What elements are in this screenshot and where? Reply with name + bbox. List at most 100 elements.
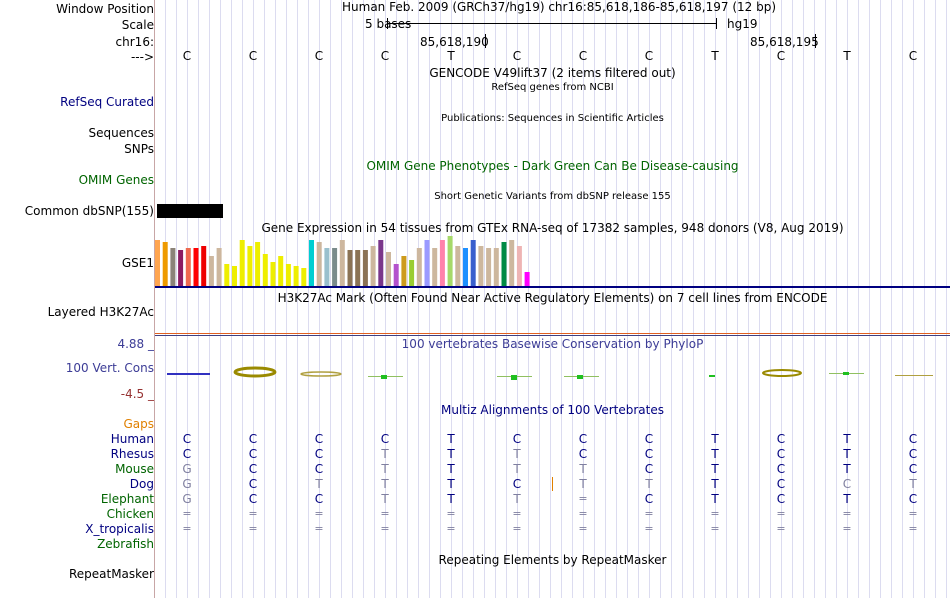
- gtex-tissue-bar[interactable]: [201, 246, 207, 286]
- gridline: [286, 0, 287, 598]
- gridline: [231, 0, 232, 598]
- species-label-human[interactable]: Human: [110, 432, 154, 446]
- gtex-tissue-bar[interactable]: [255, 242, 261, 286]
- gtex-title[interactable]: Gene Expression in 54 tissues from GTEx …: [261, 221, 844, 235]
- alignment-base: =: [710, 522, 720, 535]
- gtex-tissue-bar[interactable]: [524, 272, 530, 286]
- phylop-conservation-plot[interactable]: [155, 360, 950, 384]
- gtex-tissue-bar[interactable]: [401, 256, 407, 286]
- omim-title[interactable]: OMIM Gene Phenotypes - Dark Green Can Be…: [366, 159, 739, 173]
- gtex-tissue-bar[interactable]: [170, 248, 176, 286]
- gtex-tissue-bar[interactable]: [247, 246, 253, 286]
- label-cons[interactable]: 100 Vert. Cons: [65, 361, 154, 375]
- gtex-tissue-bar[interactable]: [393, 264, 399, 286]
- gtex-tissue-bar[interactable]: [278, 256, 284, 286]
- label-h3k27ac[interactable]: Layered H3K27Ac: [47, 305, 154, 319]
- gtex-tissue-bar[interactable]: [486, 248, 492, 286]
- label-strand[interactable]: --->: [130, 50, 154, 64]
- gtex-tissue-bar[interactable]: [347, 250, 353, 286]
- label-sequences[interactable]: Sequences: [88, 126, 154, 140]
- species-label-chicken[interactable]: Chicken: [106, 507, 154, 521]
- gtex-tissue-bar[interactable]: [455, 246, 461, 286]
- gtex-tissue-bar[interactable]: [324, 248, 330, 286]
- h3k27ac-title[interactable]: H3K27Ac Mark (Often Found Near Active Re…: [277, 291, 828, 305]
- gtex-tissue-bar[interactable]: [516, 246, 522, 286]
- species-label-zebrafish[interactable]: Zebrafish: [97, 537, 154, 551]
- gtex-tissue-bar[interactable]: [162, 242, 168, 286]
- gtex-tissue-bar[interactable]: [501, 242, 507, 286]
- alignment-base: =: [512, 507, 522, 520]
- gtex-tissue-bar[interactable]: [509, 240, 515, 286]
- gridline: [506, 0, 507, 598]
- repeatmasker-title[interactable]: Repeating Elements by RepeatMasker: [438, 553, 667, 567]
- refseq-title[interactable]: RefSeq genes from NCBI: [491, 82, 614, 93]
- gtex-tissue-bar[interactable]: [447, 236, 453, 286]
- alignment-base: T: [711, 447, 719, 461]
- gtex-tissue-bar[interactable]: [370, 246, 376, 286]
- gtex-tissue-bar[interactable]: [478, 246, 484, 286]
- gtex-tissue-bar[interactable]: [355, 250, 361, 286]
- alignment-base: =: [182, 507, 192, 520]
- alignment-base: =: [380, 522, 390, 535]
- gtex-tissue-bar[interactable]: [239, 240, 245, 286]
- dbsnp-feature[interactable]: [157, 204, 223, 218]
- alignment-base: =: [908, 522, 918, 535]
- gtex-tissue-bar[interactable]: [439, 240, 445, 286]
- label-scale[interactable]: Scale: [121, 18, 154, 32]
- species-label-mouse[interactable]: Mouse: [115, 462, 154, 476]
- gtex-tissue-bar[interactable]: [193, 248, 199, 286]
- alignment-base: C: [908, 432, 918, 446]
- gtex-tissue-bar[interactable]: [424, 240, 430, 286]
- gtex-tissue-bar[interactable]: [185, 248, 191, 286]
- gtex-tissue-bar[interactable]: [232, 266, 237, 286]
- gridline: [704, 0, 705, 598]
- species-label-rhesus[interactable]: Rhesus: [110, 447, 154, 461]
- gtex-tissue-bar[interactable]: [463, 248, 468, 286]
- gtex-tissue-bar[interactable]: [362, 250, 368, 286]
- gtex-tissue-bar[interactable]: [208, 256, 214, 286]
- label-gse1[interactable]: GSE1: [121, 256, 154, 270]
- gtex-tissue-bar[interactable]: [285, 264, 291, 286]
- gtex-tissue-bar[interactable]: [493, 248, 499, 286]
- short-variants-title[interactable]: Short Genetic Variants from dbSNP releas…: [434, 191, 671, 202]
- label-omim[interactable]: OMIM Genes: [78, 173, 154, 187]
- gtex-tissue-bar[interactable]: [293, 266, 299, 286]
- gtex-tissue-bar[interactable]: [270, 262, 276, 286]
- gtex-tissue-bar[interactable]: [470, 240, 476, 286]
- label-repeatmasker[interactable]: RepeatMasker: [68, 567, 154, 581]
- gtex-tissue-bar[interactable]: [409, 260, 415, 286]
- gtex-tissue-bar[interactable]: [378, 240, 384, 286]
- label-snps[interactable]: SNPs: [124, 142, 154, 156]
- gencode-title[interactable]: GENCODE V49lift37 (2 items filtered out): [429, 66, 676, 80]
- gtex-tissue-bar[interactable]: [309, 240, 314, 286]
- label-dbsnp[interactable]: Common dbSNP(155): [24, 204, 154, 218]
- gtex-tissue-bar[interactable]: [316, 242, 322, 286]
- gtex-tissue-bar[interactable]: [178, 250, 184, 286]
- label-gaps[interactable]: Gaps: [123, 417, 154, 431]
- gtex-tissue-bar[interactable]: [432, 248, 438, 286]
- phylop-title[interactable]: 100 vertebrates Basewise Conservation by…: [401, 337, 704, 351]
- track-area[interactable]: Human Feb. 2009 (GRCh37/hg19) chr16:85,6…: [155, 0, 950, 598]
- gtex-tissue-bar[interactable]: [301, 268, 307, 286]
- gtex-tissue-bar[interactable]: [332, 248, 338, 286]
- alignment-base: T: [645, 477, 653, 491]
- gtex-tissue-bar[interactable]: [339, 240, 345, 286]
- label-refseq[interactable]: RefSeq Curated: [60, 95, 154, 109]
- gridline: [726, 0, 727, 598]
- species-label-dog[interactable]: Dog: [129, 477, 154, 491]
- gtex-bar-chart[interactable]: [155, 236, 950, 288]
- publications-title[interactable]: Publications: Sequences in Scientific Ar…: [441, 113, 664, 124]
- multiz-title[interactable]: Multiz Alignments of 100 Vertebrates: [440, 403, 665, 417]
- species-label-x_tropicalis[interactable]: X_tropicalis: [85, 522, 154, 536]
- species-label-elephant[interactable]: Elephant: [100, 492, 154, 506]
- gtex-tissue-bar[interactable]: [224, 264, 230, 286]
- gridline: [396, 0, 397, 598]
- gtex-tissue-bar[interactable]: [216, 248, 222, 286]
- gtex-tissue-bar[interactable]: [262, 254, 268, 286]
- base-letter: C: [908, 49, 918, 63]
- label-window-position[interactable]: Window Position: [56, 2, 154, 16]
- gtex-tissue-bar[interactable]: [416, 248, 422, 286]
- label-chrom[interactable]: chr16:: [115, 35, 154, 49]
- gtex-tissue-bar[interactable]: [155, 240, 160, 286]
- gtex-tissue-bar[interactable]: [386, 252, 391, 286]
